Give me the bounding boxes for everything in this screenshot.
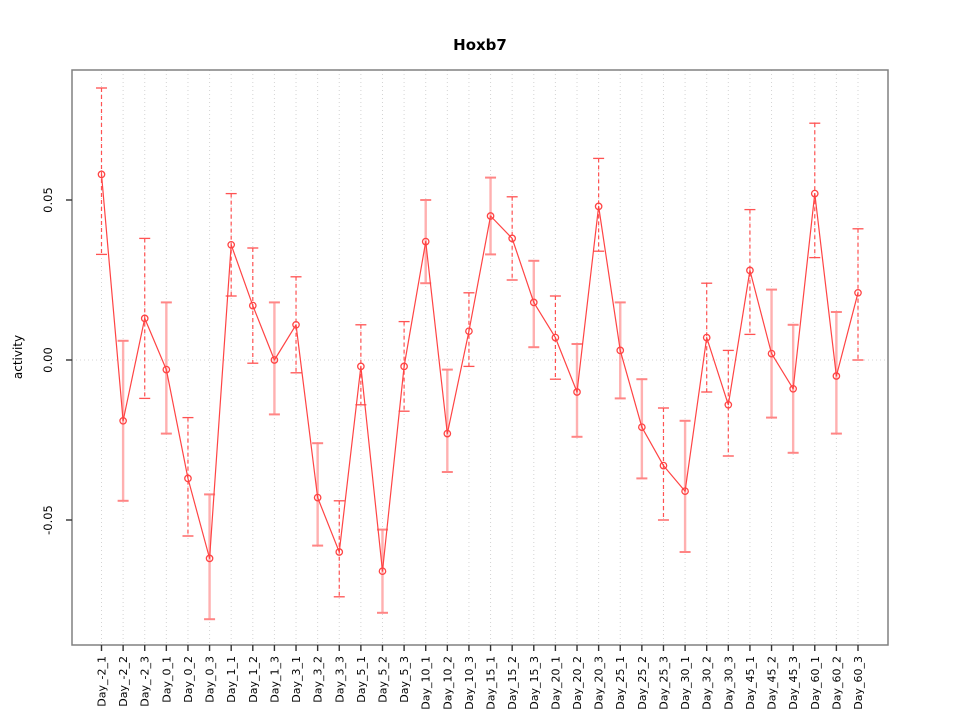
data-point [767,349,776,358]
x-tick-label: Day_30_1 [679,656,692,710]
data-point [854,288,862,297]
data-point [681,487,689,496]
data-point [638,423,646,432]
x-tick-label: Day_25_1 [614,656,627,710]
data-point [335,548,344,556]
x-tick-label: Day_60_1 [809,656,822,710]
x-tick-label: Day_25_3 [657,656,670,710]
x-tick-label: Day_15_3 [528,656,541,710]
data-point [832,372,841,380]
data-point [810,189,819,198]
x-tick-label: Day_10_3 [463,656,476,710]
data-point [551,333,560,342]
data-point [443,429,452,438]
data-point [616,346,625,355]
data-point [529,298,538,307]
data-point [378,567,387,576]
chart-title: Hoxb7 [453,36,507,54]
x-tick-label: Day_25_2 [636,656,649,710]
x-tick-label: Day_0_3 [204,656,217,703]
data-point [270,356,279,364]
data-point [659,461,668,470]
x-tick-label: Day_-2_2 [117,656,130,707]
data-point [97,170,106,179]
data-point [421,237,430,246]
data-point [508,234,517,243]
x-tick-label: Day_60_3 [852,656,865,710]
plot-box [71,69,889,646]
data-point [140,314,149,323]
data-point [205,554,214,563]
y-axis-title: activity [11,334,25,380]
x-tick-label: Day_1_1 [225,656,238,703]
x-tick-label: Day_30_3 [722,656,735,710]
x-tick-label: Day_15_2 [506,656,519,710]
data-point [357,362,365,371]
x-tick-label: Day_45_2 [766,656,779,710]
x-tick-label: Day_-2_1 [96,656,109,707]
x-tick-label: Day_1_2 [247,656,260,703]
data-point [465,327,473,336]
x-tick-label: Day_15_1 [485,656,498,710]
x-tick-label: Day_60_2 [830,656,843,710]
data-point [789,384,798,393]
data-point [248,301,257,310]
data-point [292,320,300,329]
data-point [702,333,711,342]
x-tick-label: Day_10_2 [441,656,454,710]
x-tick-label: Day_3_1 [290,656,303,703]
x-tick-label: Day_-2_3 [139,656,152,707]
x-tick-label: Day_20_1 [549,656,562,710]
data-point [119,416,127,425]
data-point [746,266,754,275]
x-tick-label: Day_5_1 [355,656,368,703]
x-tick-label: Day_5_2 [376,656,389,703]
x-tick-label: Day_0_1 [160,656,173,703]
y-tick-label: 0.05 [41,187,55,213]
y-tick-label: 0.00 [41,347,55,373]
x-tick-label: Day_45_3 [787,656,800,710]
x-tick-label: Day_5_3 [398,656,411,703]
data-point [486,212,495,220]
data-point [162,365,171,374]
x-tick-label: Day_20_2 [571,656,584,710]
data-point [227,240,236,249]
data-point [313,493,322,502]
x-tick-label: Day_3_3 [333,656,346,703]
series-line [100,174,859,572]
x-tick-label: Day_3_2 [312,656,325,703]
x-tick-label: Day_0_2 [182,656,195,703]
data-point [724,400,733,409]
y-tick-label: -0.05 [41,505,55,535]
data-point [573,388,581,396]
x-tick-label: Day_1_3 [268,656,281,703]
data-point [594,202,603,211]
data-point [184,474,192,483]
x-tick-label: Day_30_2 [701,656,714,710]
x-tick-label: Day_45_1 [744,656,757,710]
x-tick-label: Day_10_1 [420,656,433,710]
data-point [400,362,408,371]
x-tick-label: Day_20_3 [593,656,606,710]
